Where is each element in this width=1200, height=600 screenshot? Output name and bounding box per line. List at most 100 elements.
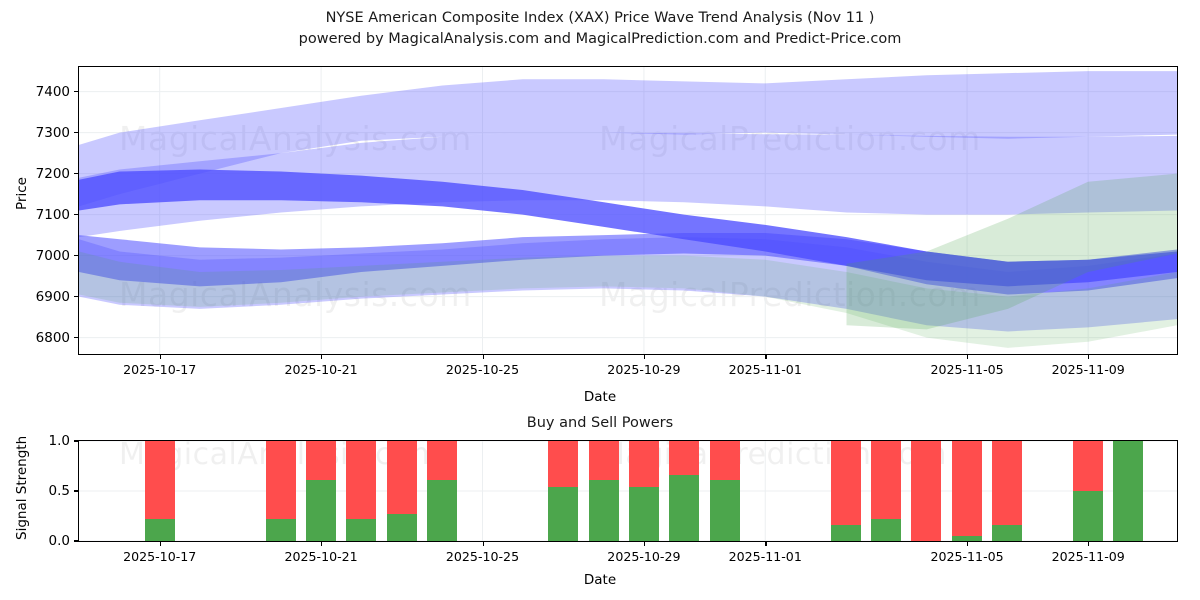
bars-x-tick-label: 2025-10-21 [284,549,358,564]
price-x-tick [765,354,767,359]
bars-x-tick [1088,541,1090,546]
wave-band-pale-green-left [79,251,1177,348]
buy-power-segment [346,519,377,541]
price-x-tick-label: 2025-11-05 [930,362,1004,377]
buy-power-segment [265,519,296,541]
sell-power-segment [871,441,902,519]
bars-container [79,441,1177,541]
signal-bar [548,441,579,541]
wave-band-median-band [79,233,1177,295]
bars-y-tick-label: 0.5 [48,483,70,499]
sell-power-segment [1073,441,1104,491]
bars-y-tick [74,540,79,542]
bars-y-tick-label: 1.0 [48,433,70,449]
price-x-tick-label: 2025-10-17 [123,362,197,377]
bars-x-tick-label: 2025-11-01 [728,549,802,564]
price-y-tick-label: 7000 [35,247,70,264]
signal-bar [911,441,942,541]
buy-power-segment [144,519,175,541]
signal-bar [588,441,619,541]
price-y-tick [74,254,79,257]
price-y-tick [74,90,79,93]
sell-power-segment [911,441,942,541]
sell-power-segment [952,441,983,536]
signal-bar [1073,441,1104,541]
bars-x-tick [765,541,767,546]
title-line-1: NYSE American Composite Index (XAX) Pric… [325,10,875,26]
sell-power-segment [144,441,175,519]
price-y-tick-label: 6900 [35,288,70,305]
signal-bar [871,441,902,541]
sell-power-segment [669,441,700,475]
buy-power-segment [306,480,337,541]
price-y-tick [74,295,79,298]
signal-bar [427,441,458,541]
price-y-tick-label: 7300 [35,124,70,141]
sell-power-segment [346,441,377,519]
price-x-tick [643,354,646,359]
price-x-tick-label: 2025-11-01 [728,362,802,377]
price-y-tick [74,172,79,175]
buy-power-segment [1073,491,1104,541]
signal-bar [709,441,740,541]
buy-power-segment [871,519,902,541]
bars-x-tick [967,541,969,546]
signal-bar [265,441,296,541]
price-y-tick [74,336,79,339]
bars-x-axis-title: Date [583,572,617,588]
price-x-tick [1088,354,1090,359]
signal-bar [346,441,377,541]
signal-bar [952,441,983,541]
buy-power-segment [992,525,1023,541]
price-y-tick [74,213,79,216]
bars-x-tick [643,541,646,546]
bars-y-tick [74,490,79,492]
wave-band-mid-upper-blue [79,132,1177,238]
price-y-tick [74,131,79,134]
buy-power-segment [548,487,579,541]
buy-power-segment [427,480,458,541]
buy-power-segment [588,480,619,541]
bars-x-tick-label: 2025-10-25 [445,549,520,564]
price-x-tick-label: 2025-10-21 [284,362,358,377]
bars-x-tick [482,541,484,546]
buy-power-segment [709,480,740,541]
buy-power-segment [628,487,659,541]
sell-power-segment [265,441,296,519]
sell-power-segment [306,441,337,480]
signal-bar [386,441,417,541]
sell-power-segment [992,441,1023,525]
bars-x-tick [159,541,161,546]
sell-power-segment [427,441,458,480]
buy-power-segment [386,514,417,541]
signal-bar [1113,441,1144,541]
price-x-tick [482,354,484,359]
signal-bar [306,441,337,541]
bars-chart-plot-area: MagicalAnalysis.com MagicalPrediction.co… [49,433,1178,564]
bars-y-tick-label: 0.0 [48,533,70,549]
bars-x-tick-label: 2025-11-09 [1051,549,1125,564]
price-x-tick [967,354,969,359]
buy-power-segment [830,525,861,541]
price-x-tick [159,354,161,359]
signal-bar [144,441,175,541]
signal-bar [992,441,1023,541]
price-x-axis-title: Date [583,389,617,405]
bars-x-tick [321,541,323,546]
buy-power-segment [669,475,700,541]
price-x-tick-label: 2025-11-09 [1051,362,1125,377]
sell-power-segment [628,441,659,487]
wave-band-lower-blue [79,237,1177,332]
title-line-2: powered by MagicalAnalysis.com and Magic… [298,31,902,47]
sell-power-segment [709,441,740,480]
bars-chart-title: Buy and Sell Powers [526,415,674,431]
price-x-tick-label: 2025-10-25 [445,362,520,377]
wave-band-pale-green-right [846,173,1177,330]
wave-band-outer-upper-blue [79,71,1177,207]
price-wave-bands [79,71,1177,348]
price-x-tick [321,354,323,359]
signal-bar [628,441,659,541]
signal-bar [669,441,700,541]
sell-power-segment [548,441,579,487]
